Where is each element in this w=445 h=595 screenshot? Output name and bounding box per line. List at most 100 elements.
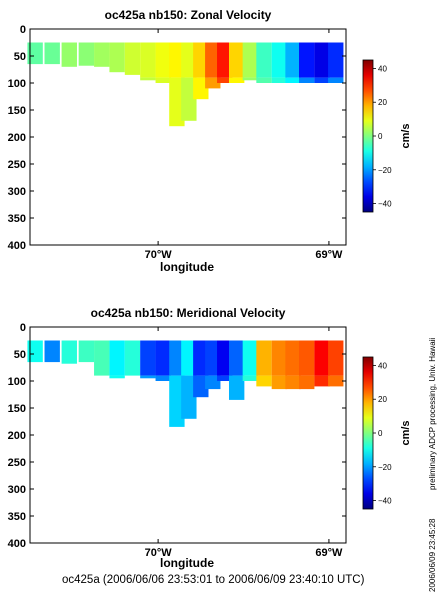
velocity-cell <box>109 375 125 379</box>
velocity-cell <box>285 340 301 376</box>
velocity-cell <box>193 375 209 398</box>
velocity-cell <box>314 340 330 376</box>
velocity-cell <box>124 340 141 376</box>
velocity-cell <box>169 42 185 78</box>
y-tick-label: 150 <box>8 105 26 117</box>
velocity-cell <box>271 340 288 376</box>
velocity-field <box>27 42 344 127</box>
velocity-cell <box>242 375 259 381</box>
velocity-cell <box>155 375 171 381</box>
velocity-cell <box>285 375 301 390</box>
y-tick-label: 200 <box>8 132 26 144</box>
velocity-cell <box>193 77 209 100</box>
velocity-cell <box>217 42 233 78</box>
zonal-colorbar: 40 20 0 −20 −40 cm/s <box>362 59 412 213</box>
processing-timestamp: 2006/06/09 23:45:28 <box>428 518 437 592</box>
velocity-cell <box>169 375 185 427</box>
velocity-cell <box>181 340 197 376</box>
velocity-cell <box>299 77 315 83</box>
colorbar-tick-label: 40 <box>378 361 387 370</box>
velocity-cell <box>27 42 43 65</box>
y-tick-label: 100 <box>8 78 26 90</box>
velocity-cell <box>155 77 171 83</box>
velocity-cell <box>217 77 233 83</box>
velocity-cell <box>155 42 171 78</box>
velocity-cell <box>78 340 95 363</box>
x-tick-label: 70°W <box>145 249 173 261</box>
colorbar-label: cm/s <box>400 420 412 445</box>
colorbar-gradient <box>362 59 374 213</box>
colorbar-tick-label: 20 <box>378 98 387 107</box>
velocity-cell <box>314 375 330 387</box>
velocity-cell <box>242 42 259 78</box>
colorbar-tick-label: 0 <box>378 132 383 141</box>
y-tick-label: 300 <box>8 186 26 198</box>
colorbar-tick-label: −40 <box>378 497 392 506</box>
velocity-cell <box>228 77 245 83</box>
velocity-cell <box>44 42 60 65</box>
colorbar-tick-label: −20 <box>378 166 392 175</box>
velocity-cell <box>217 340 233 376</box>
velocity-cell <box>314 42 330 78</box>
velocity-cell <box>285 77 301 83</box>
velocity-cell <box>61 340 77 364</box>
velocity-cell <box>193 42 209 78</box>
x-tick-label: 70°W <box>145 547 173 559</box>
velocity-cell <box>328 42 344 78</box>
meridional-colorbar: 40 20 0 −20 −40 cm/s <box>362 356 412 510</box>
velocity-cell <box>78 42 95 66</box>
y-tick-label: 50 <box>14 51 26 63</box>
velocity-cell <box>94 42 110 67</box>
colorbar-tick-label: −40 <box>378 200 392 209</box>
y-tick-label: 200 <box>8 430 26 442</box>
velocity-cell <box>181 77 197 121</box>
velocity-cell <box>140 77 156 81</box>
velocity-cell <box>205 42 221 78</box>
velocity-cell <box>314 77 330 83</box>
x-tick-label: 69°W <box>315 249 343 261</box>
colorbar-tick-label: −20 <box>378 463 392 472</box>
y-tick-label: 350 <box>8 213 26 225</box>
velocity-cell <box>181 375 197 419</box>
colorbar-tick-label: 0 <box>378 429 383 438</box>
processing-note: preliminary ADCP processing, Univ. Hawai… <box>428 337 437 490</box>
velocity-cell <box>205 375 221 390</box>
velocity-cell <box>299 340 315 376</box>
velocity-cell <box>328 375 344 387</box>
velocity-cell <box>256 77 272 83</box>
velocity-cell <box>205 340 221 376</box>
velocity-cell <box>299 375 315 390</box>
velocity-cell <box>217 375 233 381</box>
velocity-cell <box>228 42 245 78</box>
velocity-cell <box>109 42 125 73</box>
zonal-xlabel: longitude <box>160 260 214 274</box>
velocity-cell <box>109 340 125 376</box>
velocity-cell <box>256 340 272 376</box>
velocity-cell <box>169 340 185 376</box>
colorbar-label: cm/s <box>400 123 412 148</box>
velocity-cell <box>27 340 43 363</box>
colorbar-gradient <box>362 356 374 510</box>
meridional-title: oc425a nb150: Meridional Velocity <box>90 306 286 320</box>
velocity-cell <box>181 42 197 78</box>
velocity-cell <box>271 42 288 78</box>
velocity-cell <box>271 77 288 83</box>
velocity-field <box>27 340 344 427</box>
y-tick-label: 0 <box>20 322 26 334</box>
zonal-title: oc425a nb150: Zonal Velocity <box>104 8 272 22</box>
velocity-cell <box>193 340 209 376</box>
colorbar-tick-label: 40 <box>378 64 387 73</box>
velocity-cell <box>124 42 141 75</box>
velocity-cell <box>140 42 156 78</box>
velocity-cell <box>328 77 344 83</box>
y-tick-label: 100 <box>8 376 26 388</box>
y-tick-label: 300 <box>8 484 26 496</box>
velocity-cell <box>61 42 77 67</box>
y-tick-label: 350 <box>8 511 26 523</box>
time-range-footer: oc425a (2006/06/06 23:53:01 to 2006/06/0… <box>62 574 365 586</box>
y-tick-label: 50 <box>14 349 26 361</box>
velocity-cell <box>271 375 288 390</box>
velocity-cell <box>285 42 301 78</box>
velocity-cell <box>140 340 156 376</box>
colorbar-tick-label: 20 <box>378 395 387 404</box>
